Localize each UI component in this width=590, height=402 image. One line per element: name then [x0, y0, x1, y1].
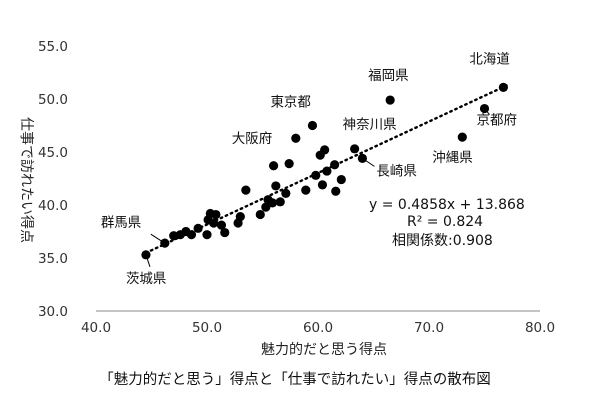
data-point: [241, 185, 251, 195]
data-point: [350, 144, 360, 154]
data-point: [235, 212, 245, 222]
data-point: [209, 218, 219, 228]
point-label: 京都府: [477, 113, 518, 129]
r-squared-label: R² = 0.824: [407, 214, 483, 230]
data-point: [141, 250, 151, 260]
scatter-chart: 30.0 35.0 40.0 45.0 50.0 55.0 40.0 50.0 60.0 70.…: [18, 39, 555, 358]
data-point: [267, 198, 278, 208]
label-leader-line: [362, 157, 375, 167]
point-label: 東京都: [270, 95, 311, 111]
data-point: [301, 185, 311, 195]
x-tick-label: 40.0: [81, 320, 111, 336]
figure-caption: 「魅力的だと思う」得点と「仕事で訪れたい」得点の散布図: [99, 372, 491, 388]
trendline-equation: y = 0.4858x + 13.868: [369, 197, 525, 213]
correlation-label: 相関係数:0.908: [392, 233, 493, 249]
data-point: [216, 220, 227, 230]
label-leader-line: [145, 254, 151, 267]
data-point: [320, 145, 330, 155]
x-tick-label: 50.0: [192, 320, 222, 336]
data-points: [141, 82, 508, 260]
point-label: 沖縄県: [432, 150, 473, 166]
data-point: [255, 209, 265, 220]
point-label: 大阪府: [232, 131, 272, 147]
y-tick-label: 30.0: [38, 304, 68, 320]
point-label: 神奈川県: [343, 117, 397, 133]
data-point: [330, 160, 340, 170]
data-point: [291, 133, 301, 143]
label-leader-line: [150, 233, 166, 244]
data-point: [311, 170, 321, 180]
data-point: [193, 223, 203, 233]
data-point: [317, 180, 328, 190]
y-tick-label: 45.0: [38, 145, 68, 161]
data-point: [220, 227, 230, 238]
data-point: [498, 82, 508, 92]
point-label: 茨城県: [126, 271, 167, 287]
data-point: [202, 230, 212, 240]
data-point: [307, 120, 318, 131]
x-tick-label: 60.0: [303, 320, 333, 336]
y-tick-label: 35.0: [38, 251, 68, 267]
data-point: [281, 188, 291, 198]
data-point: [211, 209, 221, 220]
x-tick-label: 80.0: [525, 320, 555, 336]
data-point: [269, 161, 279, 171]
data-point: [284, 159, 294, 169]
y-axis-title: 仕事で訪れたい得点: [18, 117, 35, 243]
point-label: 福岡県: [368, 68, 409, 84]
point-label: 北海道: [469, 51, 510, 67]
point-label: 群馬県: [101, 215, 142, 231]
data-point: [261, 202, 271, 212]
data-point: [331, 186, 341, 196]
data-point: [385, 95, 395, 105]
data-point: [336, 174, 346, 185]
data-point: [322, 166, 332, 176]
data-point: [271, 181, 281, 191]
x-tick-labels: 40.0 50.0 60.0 70.0 80.0: [81, 320, 555, 336]
y-tick-label: 50.0: [38, 92, 68, 108]
label-leader-line: [484, 108, 490, 115]
data-point: [457, 132, 467, 142]
data-point: [275, 197, 285, 207]
x-axis-title: 魅力的だと思う得点: [261, 341, 387, 358]
y-tick-labels: 30.0 35.0 40.0 45.0 50.0 55.0: [38, 39, 68, 320]
y-tick-label: 40.0: [38, 198, 68, 214]
x-tick-label: 70.0: [414, 320, 444, 336]
y-tick-label: 55.0: [38, 39, 68, 55]
point-label: 長崎県: [376, 163, 417, 179]
data-point: [186, 230, 197, 240]
data-point: [357, 153, 367, 163]
